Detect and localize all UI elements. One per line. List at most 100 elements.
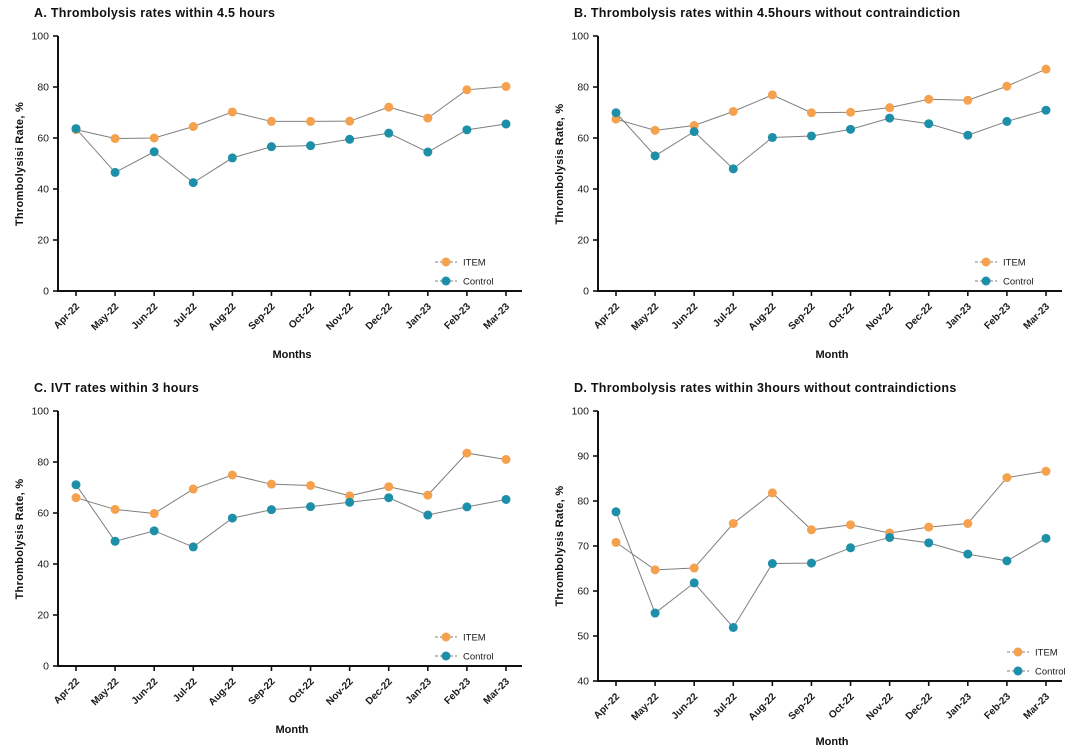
legend-marker bbox=[981, 257, 991, 267]
data-point bbox=[728, 164, 738, 174]
series-line bbox=[615, 109, 1047, 170]
x-tick-label: Apr-22 bbox=[592, 301, 622, 331]
data-point bbox=[227, 107, 237, 117]
data-point bbox=[963, 95, 973, 105]
data-point bbox=[1041, 64, 1051, 74]
data-point bbox=[227, 470, 237, 480]
data-point bbox=[501, 119, 511, 129]
panel-c-chart: 0 20 40 60 80 100 Apr-22 May-22 Jun-22 Jul-22 Aug-… bbox=[31, 406, 522, 708]
data-point bbox=[846, 124, 856, 134]
data-point bbox=[110, 134, 120, 144]
panel-b-chart: 0 20 40 60 80 100 Apr-22 May-22 Jun-22 Jul-22 Aug-… bbox=[571, 31, 1062, 333]
y-axis-ticks: 0 20 40 60 80 100 bbox=[31, 31, 58, 298]
data-point bbox=[1002, 556, 1012, 566]
x-tick-label: Mar-23 bbox=[482, 676, 513, 707]
y-tick-label: 80 bbox=[577, 496, 589, 508]
data-point bbox=[728, 622, 738, 632]
panel-d-y-axis-label: Thrombolysis Rate, % bbox=[554, 485, 566, 607]
y-tick-label: 100 bbox=[31, 406, 49, 418]
x-tick-label: Oct-22 bbox=[827, 691, 857, 721]
data-point bbox=[1041, 466, 1051, 476]
x-tick-label: Feb-23 bbox=[982, 691, 1013, 722]
panel-a-x-axis-label: Months bbox=[272, 349, 312, 361]
y-tick-label: 60 bbox=[577, 586, 589, 598]
data-point bbox=[689, 578, 699, 588]
x-tick-label: Apr-22 bbox=[592, 691, 622, 721]
data-point bbox=[501, 81, 511, 91]
data-point bbox=[227, 153, 237, 163]
legend-marker bbox=[441, 651, 451, 661]
legend-label: Control bbox=[463, 277, 494, 288]
y-tick-label: 0 bbox=[583, 286, 589, 298]
panel-c-y-axis-label: Thrombolysis Rate, % bbox=[14, 478, 26, 600]
x-tick-label: Aug-22 bbox=[747, 691, 779, 723]
series-line bbox=[75, 452, 507, 515]
x-tick-label: Jan-23 bbox=[944, 301, 974, 331]
y-tick-label: 40 bbox=[37, 559, 49, 571]
data-point bbox=[266, 142, 276, 152]
legend: ITEM Control bbox=[435, 632, 494, 663]
x-tick-label: Apr-22 bbox=[52, 676, 82, 706]
data-point bbox=[384, 128, 394, 138]
data-point bbox=[963, 130, 973, 140]
y-tick-label: 100 bbox=[571, 406, 589, 418]
x-tick-label: Feb-23 bbox=[982, 301, 1013, 332]
legend: ITEM Control bbox=[975, 257, 1034, 288]
data-point bbox=[963, 519, 973, 528]
axes bbox=[57, 411, 522, 667]
data-point bbox=[462, 85, 472, 95]
axis-lines bbox=[57, 411, 522, 667]
data-point bbox=[689, 127, 699, 137]
x-tick-label: Sep-22 bbox=[247, 301, 278, 332]
data-point bbox=[1041, 105, 1051, 115]
series-item bbox=[71, 81, 511, 144]
x-tick-label: Dec-22 bbox=[364, 301, 395, 332]
y-tick-label: 100 bbox=[571, 31, 589, 43]
legend-marker bbox=[1013, 647, 1023, 657]
x-tick-label: Mar-23 bbox=[1022, 691, 1053, 722]
data-point bbox=[611, 114, 621, 124]
x-tick-label: Dec-22 bbox=[904, 691, 935, 722]
axes bbox=[597, 36, 1062, 292]
data-point bbox=[423, 510, 433, 520]
data-point bbox=[149, 133, 159, 143]
data-point bbox=[188, 542, 198, 552]
data-point bbox=[423, 147, 433, 157]
y-tick-label: 60 bbox=[577, 133, 589, 145]
data-point bbox=[462, 502, 472, 512]
data-point bbox=[1002, 116, 1012, 126]
data-point bbox=[885, 103, 895, 113]
data-point bbox=[767, 132, 777, 142]
data-point bbox=[806, 558, 816, 568]
panel-a-chart: 0 20 40 60 80 100 Apr-22 May-22 Jun-22 Jul-22 Aug-… bbox=[31, 31, 522, 333]
legend-marker bbox=[1013, 666, 1023, 676]
y-tick-label: 70 bbox=[577, 541, 589, 553]
data-point bbox=[611, 507, 621, 517]
axes bbox=[57, 36, 522, 292]
x-tick-label: Feb-23 bbox=[442, 676, 473, 707]
panel-d-chart: 40 50 60 70 80 90 100 Apr-22 May-22 Jun-22 Jul-22 A… bbox=[571, 406, 1066, 724]
data-point bbox=[650, 608, 660, 618]
data-point bbox=[306, 480, 316, 490]
data-point bbox=[110, 504, 120, 514]
x-tick-label: Aug-22 bbox=[747, 301, 779, 333]
panel-b-x-axis-label: Month bbox=[815, 349, 849, 361]
data-point bbox=[924, 94, 934, 104]
x-tick-label: Nov-22 bbox=[864, 691, 896, 723]
data-point bbox=[846, 107, 856, 117]
data-point bbox=[345, 134, 355, 144]
data-point bbox=[806, 131, 816, 141]
x-tick-label: Jul-22 bbox=[711, 691, 740, 720]
data-point bbox=[266, 505, 276, 515]
series-line bbox=[615, 68, 1047, 131]
data-point bbox=[462, 125, 472, 135]
axis-lines bbox=[597, 36, 1062, 292]
x-tick-label: May-22 bbox=[89, 676, 121, 708]
legend: ITEM Control bbox=[1007, 647, 1066, 678]
data-point bbox=[306, 141, 316, 151]
legend-label: ITEM bbox=[463, 633, 486, 644]
x-tick-label: Jan-23 bbox=[404, 301, 434, 331]
x-tick-label: Sep-22 bbox=[787, 301, 818, 332]
data-point bbox=[306, 502, 316, 512]
legend-label: ITEM bbox=[1035, 648, 1058, 659]
